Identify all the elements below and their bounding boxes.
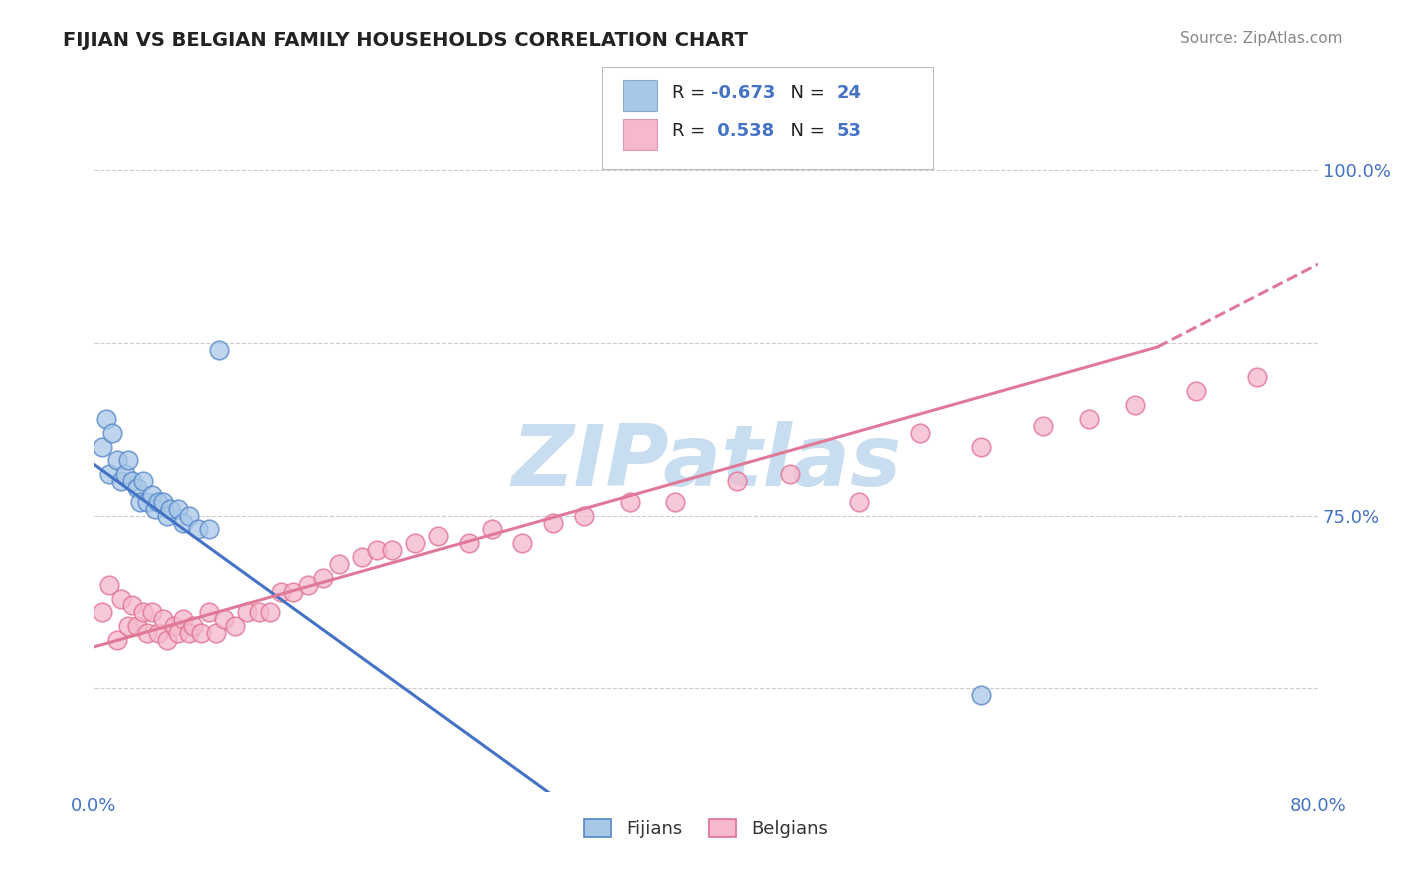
Point (177, 626, 200, 640)
Point (541, 516, 564, 530)
Point (90, 605, 112, 619)
Point (366, 543, 388, 558)
Point (110, 591, 132, 606)
Point (98, 467, 121, 482)
Text: 0.538: 0.538 (711, 122, 775, 140)
Point (328, 557, 350, 571)
Point (114, 467, 136, 482)
Point (270, 584, 292, 599)
Point (910, 425, 932, 440)
Point (190, 626, 212, 640)
Point (128, 495, 150, 509)
Text: N =: N = (779, 122, 831, 140)
Point (167, 626, 190, 640)
Point (117, 453, 139, 467)
Point (848, 495, 870, 509)
Point (779, 467, 801, 482)
Point (162, 619, 184, 633)
Point (96, 412, 118, 426)
Point (183, 619, 205, 633)
Point (208, 343, 231, 357)
Point (312, 571, 335, 585)
Text: FIJIAN VS BELGIAN FAMILY HOUSEHOLDS CORRELATION CHART: FIJIAN VS BELGIAN FAMILY HOUSEHOLDS CORR… (63, 31, 748, 50)
Point (152, 612, 174, 626)
Point (350, 550, 373, 565)
Point (105, 453, 128, 467)
FancyBboxPatch shape (623, 119, 657, 150)
Point (105, 632, 128, 647)
Point (156, 508, 179, 523)
Point (664, 495, 686, 509)
Point (136, 495, 159, 509)
Point (90, 440, 112, 454)
Point (110, 474, 132, 488)
Point (381, 543, 404, 558)
FancyBboxPatch shape (602, 67, 932, 169)
Point (224, 619, 246, 633)
Point (125, 481, 148, 495)
Point (1184, 384, 1206, 399)
Text: Source: ZipAtlas.com: Source: ZipAtlas.com (1180, 31, 1343, 46)
Text: R =: R = (672, 122, 711, 140)
Point (197, 605, 219, 619)
Point (1246, 370, 1268, 384)
FancyBboxPatch shape (623, 80, 657, 111)
Point (117, 619, 139, 633)
Point (970, 440, 993, 454)
Point (121, 599, 143, 613)
Point (101, 425, 124, 440)
Point (152, 495, 174, 509)
Point (1032, 418, 1054, 433)
Point (98, 577, 121, 591)
Point (172, 516, 194, 530)
Point (132, 605, 155, 619)
Point (148, 626, 170, 640)
Point (457, 536, 479, 550)
Point (212, 612, 235, 626)
Point (1123, 398, 1146, 412)
Point (481, 523, 503, 537)
Text: ZIPatlas: ZIPatlas (510, 421, 901, 504)
Point (197, 523, 219, 537)
Point (404, 536, 426, 550)
Point (159, 501, 181, 516)
Point (143, 501, 166, 516)
Point (236, 605, 259, 619)
Point (427, 529, 450, 543)
Text: R =: R = (672, 84, 711, 102)
Point (281, 584, 304, 599)
Point (167, 501, 190, 516)
Text: -0.673: -0.673 (711, 84, 775, 102)
Text: N =: N = (779, 84, 831, 102)
Point (156, 632, 179, 647)
Point (1077, 412, 1099, 426)
Point (141, 488, 163, 502)
Legend: Fijians, Belgians: Fijians, Belgians (578, 812, 835, 846)
Point (148, 495, 170, 509)
Point (572, 508, 595, 523)
Point (187, 523, 209, 537)
Point (132, 474, 155, 488)
Point (177, 508, 200, 523)
Text: 24: 24 (837, 84, 862, 102)
Point (136, 626, 159, 640)
Point (205, 626, 228, 640)
Point (297, 577, 319, 591)
Point (141, 605, 163, 619)
Point (259, 605, 281, 619)
Point (512, 536, 534, 550)
Point (121, 474, 143, 488)
Point (970, 688, 993, 702)
Point (125, 619, 148, 633)
Point (172, 612, 194, 626)
Text: 53: 53 (837, 122, 862, 140)
Point (619, 495, 641, 509)
Point (247, 605, 270, 619)
Point (725, 474, 748, 488)
